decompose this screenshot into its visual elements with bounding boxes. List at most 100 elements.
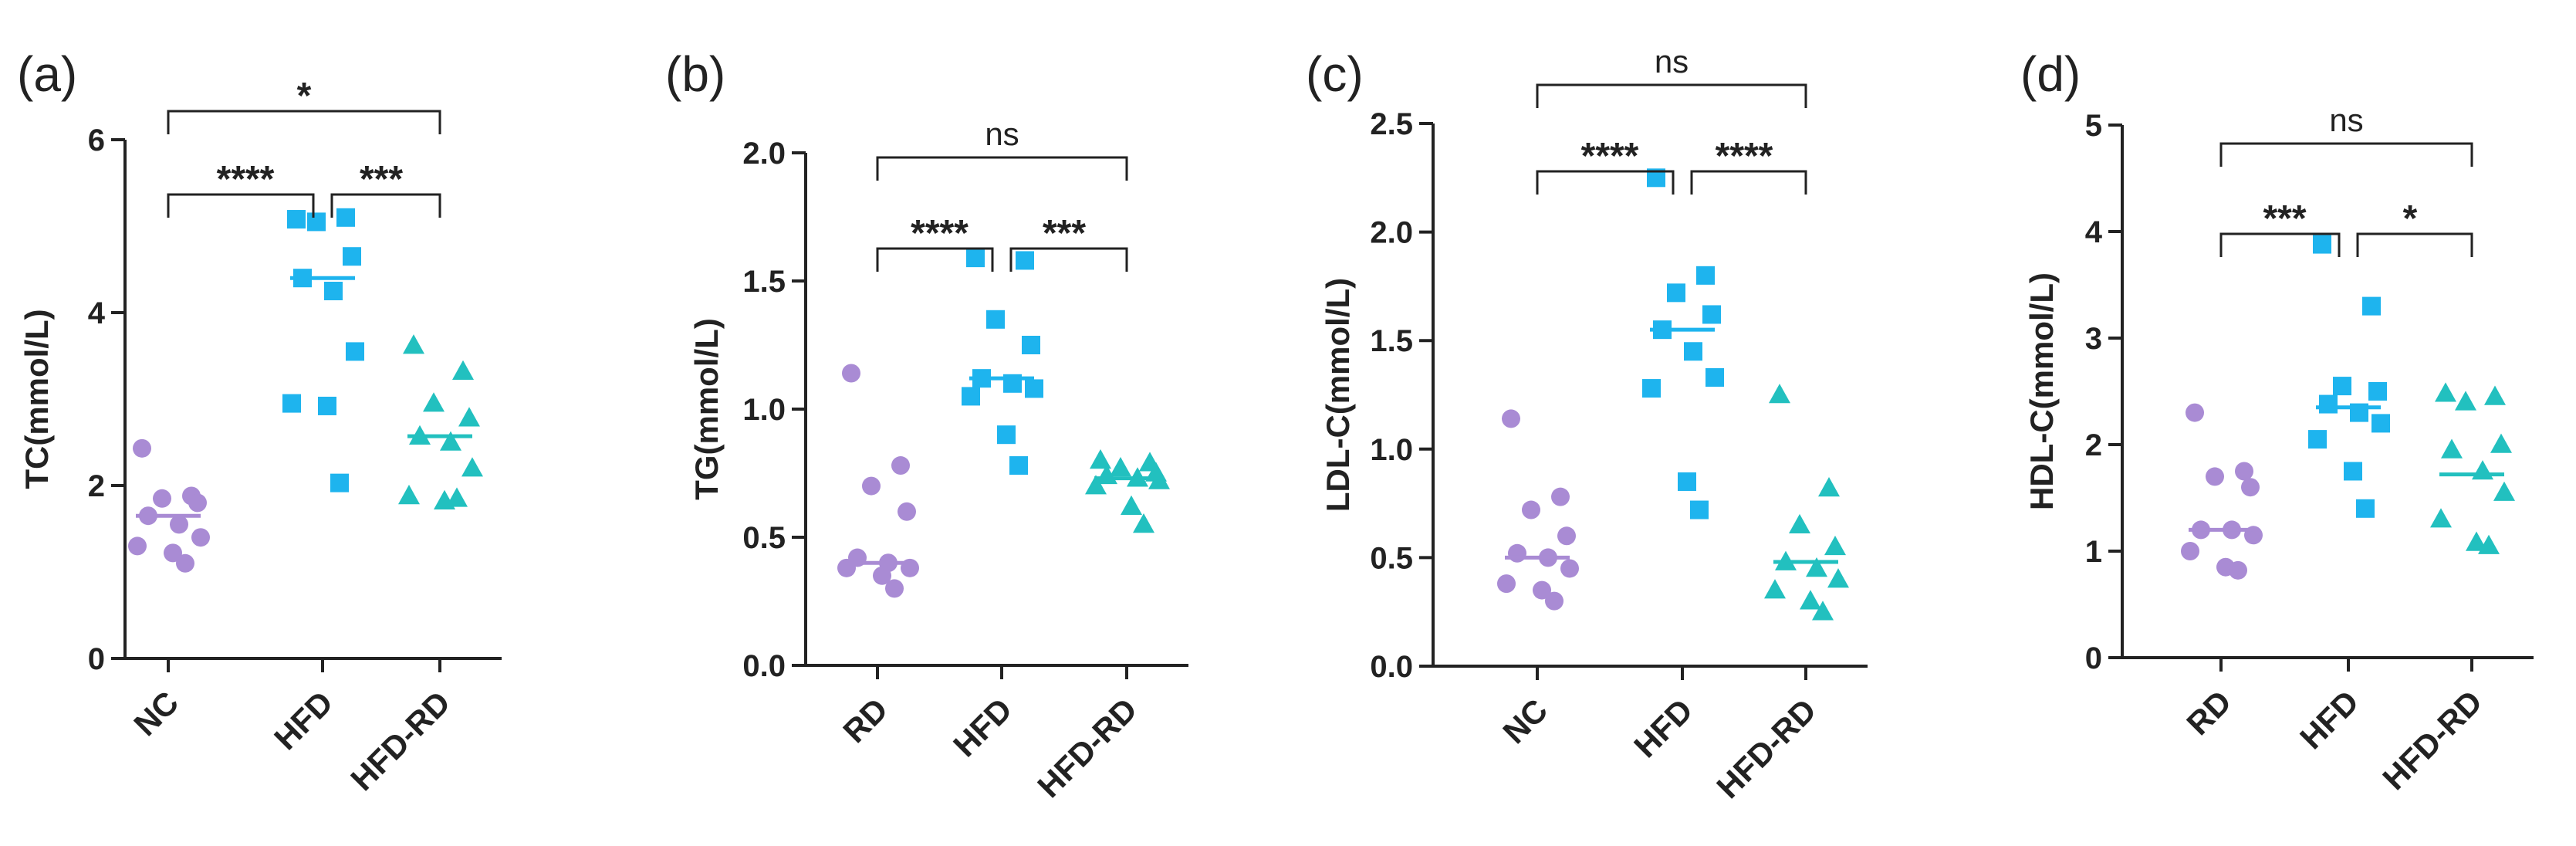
significance-bracket (330, 193, 441, 218)
data-point (133, 438, 151, 458)
significance-label: *** (2263, 198, 2306, 239)
data-point (2333, 377, 2351, 396)
x-category-label: HFD (1627, 692, 1699, 764)
y-tick-label: 2 (88, 469, 105, 503)
y-axis-label: HDL-C(mmol/L) (2023, 272, 2060, 510)
significance-label: ns (2329, 102, 2363, 138)
chart-panel-c: (c) 0.0 0.5 1.0 1.5 2.0 2.5 LDL-C(mmol/L) NC HFD H… (1306, 43, 1868, 805)
x-category-label: HFD-RD (1709, 692, 1823, 805)
data-point (2186, 403, 2204, 422)
data-point (176, 553, 194, 573)
data-point (1502, 409, 1520, 428)
data-point (1560, 559, 1579, 578)
significance-bracket (2219, 232, 2341, 257)
data-point (2455, 391, 2476, 411)
y-tick-label: 0.0 (1370, 650, 1413, 684)
data-point (1769, 384, 1790, 404)
data-point (1133, 513, 1154, 533)
data-point (2371, 414, 2390, 433)
data-point (2490, 433, 2512, 453)
significance-bracket (876, 247, 994, 272)
data-point (1696, 266, 1715, 285)
y-tick-label: 1.5 (742, 265, 786, 299)
significance-bracket (2219, 142, 2473, 167)
data-point (282, 394, 301, 413)
y-tick-label: 0 (2085, 641, 2102, 675)
x-category-label: RD (836, 691, 894, 750)
data-point (2435, 382, 2456, 402)
data-point (2368, 382, 2387, 401)
data-point (1508, 543, 1526, 563)
y-tick-label: 4 (88, 296, 106, 330)
data-point (2356, 499, 2375, 518)
data-point (1551, 487, 1570, 506)
data-point (191, 528, 210, 547)
y-axis-label: TC(mmol/L) (19, 309, 55, 489)
data-point (324, 282, 343, 300)
data-point (330, 473, 349, 492)
data-point (2466, 531, 2487, 551)
y-tick-label: 1.0 (742, 393, 786, 427)
y-tick-label: 1.0 (1370, 433, 1413, 467)
data-point (2362, 296, 2381, 316)
data-point (336, 208, 355, 227)
data-point (1702, 305, 1721, 324)
data-point (164, 543, 182, 563)
data-point (1121, 495, 1142, 515)
data-point (318, 396, 336, 415)
y-tick-label: 6 (88, 124, 105, 157)
data-point (1533, 580, 1551, 600)
y-axis-label: LDL-C(mmol/L) (1320, 278, 1356, 512)
panel-label: (d) (2020, 46, 2081, 102)
y-tick-label: 0.5 (1370, 541, 1413, 575)
y-tick-label: 0 (88, 642, 105, 676)
data-point (128, 536, 147, 556)
significance-label: *** (360, 159, 403, 200)
panel-label: (b) (665, 46, 725, 102)
significance-label: **** (217, 159, 275, 200)
data-point (1806, 557, 1827, 577)
data-point (440, 431, 461, 451)
significance-label: **** (911, 213, 969, 254)
x-category-label: HFD (2293, 683, 2365, 756)
data-point (2484, 385, 2506, 405)
data-point (997, 425, 1016, 445)
data-point (1764, 579, 1786, 599)
data-point (2229, 560, 2247, 580)
data-point (287, 210, 306, 229)
significance-label: ns (985, 116, 1019, 152)
y-tick-label: 0.0 (742, 649, 786, 683)
significance-label: * (2403, 198, 2418, 239)
data-point (986, 310, 1005, 329)
data-point (343, 247, 361, 266)
data-point (1789, 513, 1810, 534)
data-point (1497, 574, 1516, 594)
data-point (2478, 534, 2500, 554)
significance-bracket (167, 110, 441, 134)
significance-bracket (167, 193, 315, 218)
data-point (452, 360, 474, 380)
x-category-label: HFD-RD (343, 684, 457, 797)
data-point (2313, 235, 2331, 254)
y-tick-label: 1 (2085, 535, 2102, 569)
data-point (1690, 500, 1709, 519)
x-category-label: HFD-RD (1030, 691, 1144, 804)
data-point (153, 489, 171, 508)
y-tick-label: 4 (2085, 215, 2103, 249)
x-category-label: NC (1496, 692, 1554, 750)
data-point (2441, 438, 2463, 459)
data-point (1557, 526, 1576, 546)
data-point (1818, 477, 1840, 497)
x-category-label: HFD (946, 691, 1019, 763)
data-point (891, 456, 910, 475)
data-point (1545, 591, 1564, 611)
significance-label: ns (1655, 43, 1689, 80)
data-point (398, 485, 420, 505)
data-point (2472, 460, 2493, 480)
x-category-label: HFD (267, 684, 340, 756)
panel-label: (c) (1306, 46, 1364, 102)
significance-bracket (1536, 170, 1675, 195)
data-point (458, 407, 480, 427)
